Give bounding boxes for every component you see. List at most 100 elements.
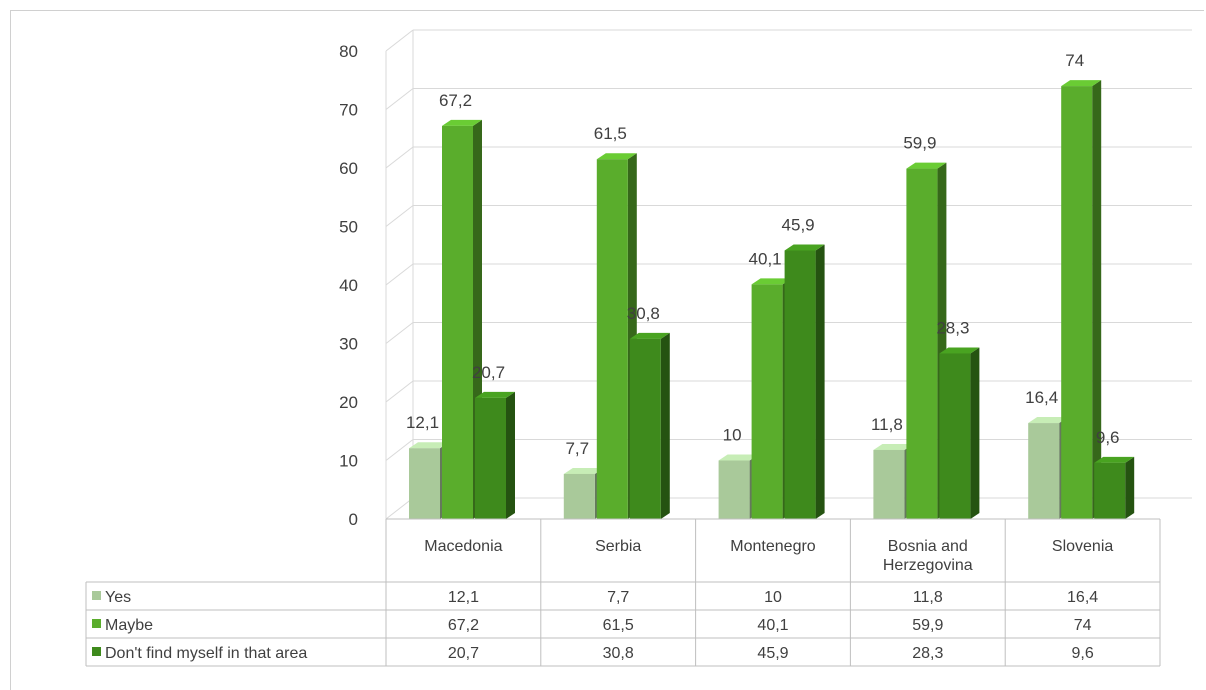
bar-top xyxy=(939,347,980,354)
y-tick-label: 30 xyxy=(339,335,358,354)
bar xyxy=(563,473,595,519)
data-table: Macedonia Serbia Montenegro Bosnia and Herze… xyxy=(85,518,1161,667)
legend-swatch xyxy=(92,619,101,628)
gridline-connector xyxy=(385,88,414,110)
legend-row-label: Don't find myself in that area xyxy=(105,645,307,662)
y-axis: 0 10 20 30 40 50 60 70 80 xyxy=(339,42,358,529)
bar-side xyxy=(970,347,980,519)
legend-swatch xyxy=(92,647,101,656)
bar xyxy=(475,397,506,519)
data-label: 40,1 xyxy=(749,249,782,268)
bar-top xyxy=(596,153,637,160)
data-label: 28,3 xyxy=(936,318,969,337)
table-cell: 12,1 xyxy=(448,589,479,606)
data-label: 59,9 xyxy=(903,134,936,153)
table-cell: 16,4 xyxy=(1067,589,1098,606)
bar xyxy=(409,448,440,519)
bar xyxy=(1061,86,1093,519)
y-tick-label: 70 xyxy=(339,101,358,120)
bar-side xyxy=(815,244,825,520)
table-cell: 10 xyxy=(764,589,782,606)
table-cell: 40,1 xyxy=(757,617,788,634)
y-tick-label: 50 xyxy=(339,218,358,237)
gridline-connector xyxy=(385,263,414,286)
legend-swatch xyxy=(92,591,101,600)
bar xyxy=(939,353,971,519)
data-label: 10 xyxy=(723,426,742,445)
bar-top xyxy=(629,332,670,339)
table-cell: 74 xyxy=(1074,617,1092,634)
bar-top xyxy=(751,278,792,285)
bar xyxy=(629,338,661,519)
bar-side xyxy=(660,332,670,519)
bar-top xyxy=(409,442,449,449)
chart-frame xyxy=(10,10,1204,690)
bar-top xyxy=(718,454,759,461)
y-tick-label: 20 xyxy=(339,393,358,412)
bar-top xyxy=(1028,417,1069,424)
bar xyxy=(1028,423,1060,519)
data-label: 16,4 xyxy=(1025,388,1058,407)
bar-top xyxy=(784,244,825,251)
table-cell: 67,2 xyxy=(448,617,479,634)
bar xyxy=(442,125,473,519)
gridline-connector xyxy=(385,322,414,344)
table-cell: 45,9 xyxy=(757,645,788,662)
bar xyxy=(873,449,905,519)
bar xyxy=(1094,462,1126,519)
y-tick-label: 40 xyxy=(339,276,358,295)
table-cell: 11,8 xyxy=(913,589,943,606)
x-category-label: Serbia xyxy=(595,538,641,555)
legend-row-label: Yes xyxy=(105,589,131,606)
data-label: 61,5 xyxy=(594,124,627,143)
x-category-label: Macedonia xyxy=(424,538,502,555)
x-category-label: Slovenia xyxy=(1052,538,1113,555)
bar-side xyxy=(1125,456,1135,519)
bar-top xyxy=(442,119,482,126)
table-cell: 28,3 xyxy=(912,645,943,662)
bar-side xyxy=(506,391,515,519)
gridline-connector xyxy=(385,146,414,169)
y-tick-label: 60 xyxy=(339,159,358,178)
bar-top xyxy=(563,467,604,474)
data-label: 9,6 xyxy=(1096,428,1120,447)
y-tick-label: 80 xyxy=(339,42,358,61)
data-label: 67,2 xyxy=(439,91,472,110)
bar xyxy=(751,284,783,519)
y-tick-label: 10 xyxy=(339,452,358,471)
gridline-connector xyxy=(385,497,414,520)
bar-top xyxy=(1094,456,1135,463)
data-label: 30,8 xyxy=(627,304,660,323)
bar xyxy=(718,460,750,519)
data-label: 74 xyxy=(1065,51,1084,70)
table-cell: 30,8 xyxy=(603,645,634,662)
gridline-connector xyxy=(385,380,414,403)
bar-top xyxy=(475,391,515,398)
data-labels: 12,1 67,2 20,7 7,7 61,5 30,8 10 40,145,9 11,8 59,… xyxy=(406,51,1120,458)
bar xyxy=(596,159,628,519)
x-category-label: Bosnia and xyxy=(888,538,968,555)
bar xyxy=(906,168,938,519)
gridline-connector xyxy=(385,205,414,227)
y-tick-label: 0 xyxy=(349,510,358,529)
bar-top xyxy=(906,162,947,169)
table-cell: 7,7 xyxy=(607,589,629,606)
data-label: 45,9 xyxy=(782,215,815,234)
gridline-connector xyxy=(385,439,414,461)
bars xyxy=(409,80,1135,520)
x-category-label: Montenegro xyxy=(730,538,815,555)
bar-side xyxy=(1092,80,1102,519)
bar xyxy=(784,250,816,520)
x-category-label: Herzegovina xyxy=(883,557,973,574)
legend-row-label: Maybe xyxy=(105,617,153,634)
data-label: 11,8 xyxy=(871,415,903,434)
table-cell: 59,9 xyxy=(912,617,943,634)
bar-top xyxy=(873,443,914,450)
data-label: 20,7 xyxy=(472,363,505,382)
table-cell: 61,5 xyxy=(603,617,634,634)
bar-top xyxy=(1061,80,1102,87)
table-cell: 20,7 xyxy=(448,645,479,662)
gridline-connector xyxy=(385,29,414,52)
data-label: 7,7 xyxy=(565,439,589,458)
